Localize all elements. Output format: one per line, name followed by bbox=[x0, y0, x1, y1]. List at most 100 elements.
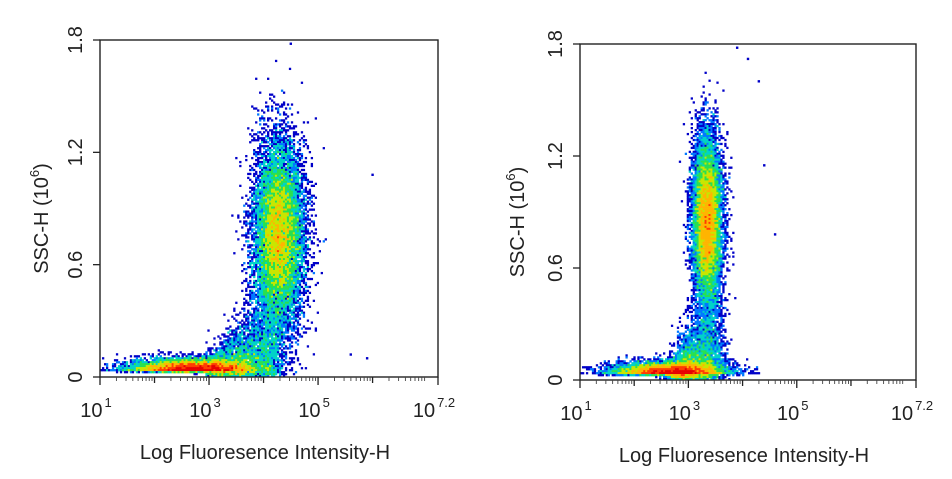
density-cell bbox=[272, 222, 276, 225]
density-cell bbox=[219, 367, 222, 370]
density-cell bbox=[290, 301, 294, 304]
density-cell bbox=[694, 186, 697, 189]
density-cell bbox=[270, 289, 274, 293]
density-cell bbox=[306, 285, 310, 289]
density-cell bbox=[272, 369, 276, 372]
density-cell bbox=[215, 357, 218, 360]
density-cell bbox=[272, 240, 276, 243]
density-cell bbox=[274, 196, 278, 199]
density-cell bbox=[149, 371, 152, 374]
density-cell bbox=[251, 210, 254, 213]
density-cell bbox=[280, 343, 284, 346]
density-cell bbox=[706, 182, 709, 185]
density-cell bbox=[302, 315, 306, 318]
density-cell bbox=[284, 154, 288, 158]
density-cell bbox=[265, 265, 268, 269]
density-cell bbox=[286, 319, 290, 322]
density-cell bbox=[251, 156, 254, 160]
density-cell bbox=[272, 162, 276, 166]
density-cell bbox=[261, 313, 264, 316]
density-cell bbox=[261, 218, 264, 221]
density-cell bbox=[710, 111, 713, 114]
density-cell bbox=[304, 331, 308, 334]
density-cell bbox=[298, 267, 302, 271]
density-cell bbox=[696, 140, 699, 144]
density-cell bbox=[274, 273, 278, 277]
density-cell bbox=[702, 156, 705, 159]
density-cell bbox=[282, 196, 286, 199]
density-cell bbox=[722, 136, 725, 140]
density-cell bbox=[282, 281, 286, 285]
density-cell bbox=[253, 244, 256, 247]
density-cell bbox=[239, 371, 242, 374]
density-cell bbox=[278, 293, 282, 297]
density-cell bbox=[308, 222, 312, 225]
density-cell bbox=[290, 359, 294, 362]
density-cell bbox=[702, 176, 705, 179]
density-cell bbox=[700, 107, 703, 110]
density-cell bbox=[245, 271, 248, 275]
density-cell bbox=[261, 281, 264, 285]
density-cell bbox=[251, 267, 254, 271]
density-cell bbox=[282, 285, 286, 289]
density-cell bbox=[243, 351, 246, 354]
density-cell bbox=[300, 200, 304, 203]
density-cell bbox=[223, 369, 226, 372]
density-cell bbox=[263, 216, 266, 219]
density-cell bbox=[710, 119, 713, 122]
density-cell bbox=[251, 321, 254, 324]
density-cell bbox=[298, 313, 302, 316]
density-cell bbox=[718, 168, 721, 171]
density-cell bbox=[269, 269, 272, 273]
density-cell bbox=[688, 156, 691, 159]
density-cell bbox=[302, 293, 306, 297]
density-cell bbox=[255, 216, 258, 219]
density-cell bbox=[278, 172, 282, 176]
density-cell bbox=[278, 271, 282, 275]
density-cell bbox=[312, 184, 316, 187]
density-cell bbox=[284, 305, 288, 308]
density-cell bbox=[233, 355, 236, 358]
density-cell bbox=[265, 349, 268, 352]
density-cell bbox=[247, 204, 250, 207]
density-cell bbox=[698, 206, 701, 209]
density-cell bbox=[284, 303, 288, 306]
density-cell bbox=[253, 291, 256, 295]
density-cell bbox=[270, 323, 274, 326]
density-cell bbox=[249, 289, 252, 293]
density-cell bbox=[286, 293, 290, 297]
density-cell bbox=[231, 345, 234, 348]
density-cell bbox=[255, 238, 258, 241]
density-cell bbox=[267, 194, 270, 197]
density-cell bbox=[698, 132, 701, 136]
density-cell bbox=[712, 206, 715, 209]
density-cell bbox=[109, 369, 113, 372]
density-cell bbox=[263, 297, 266, 300]
density-cell bbox=[239, 363, 242, 366]
density-cell bbox=[270, 313, 274, 316]
density-cell bbox=[253, 224, 256, 227]
density-cell bbox=[129, 367, 133, 370]
density-cell bbox=[696, 130, 699, 134]
density-cell bbox=[702, 190, 705, 193]
density-cell bbox=[159, 367, 162, 370]
density-cell bbox=[263, 166, 266, 170]
density-cell bbox=[698, 128, 701, 132]
density-cell bbox=[276, 156, 280, 160]
density-cell bbox=[302, 222, 306, 225]
density-cell bbox=[692, 146, 695, 150]
density-cell bbox=[257, 293, 260, 297]
density-cell bbox=[123, 371, 127, 374]
density-cell bbox=[270, 305, 274, 308]
density-cell bbox=[290, 216, 294, 219]
density-cell bbox=[239, 349, 242, 352]
density-cell bbox=[282, 210, 286, 213]
density-cell bbox=[688, 210, 691, 213]
density-cell bbox=[686, 190, 690, 193]
density-cell bbox=[276, 347, 280, 350]
density-cell bbox=[692, 138, 695, 142]
density-cell bbox=[710, 168, 713, 171]
density-cell bbox=[700, 170, 703, 173]
density-cell bbox=[272, 170, 276, 174]
density-cell bbox=[300, 260, 304, 263]
